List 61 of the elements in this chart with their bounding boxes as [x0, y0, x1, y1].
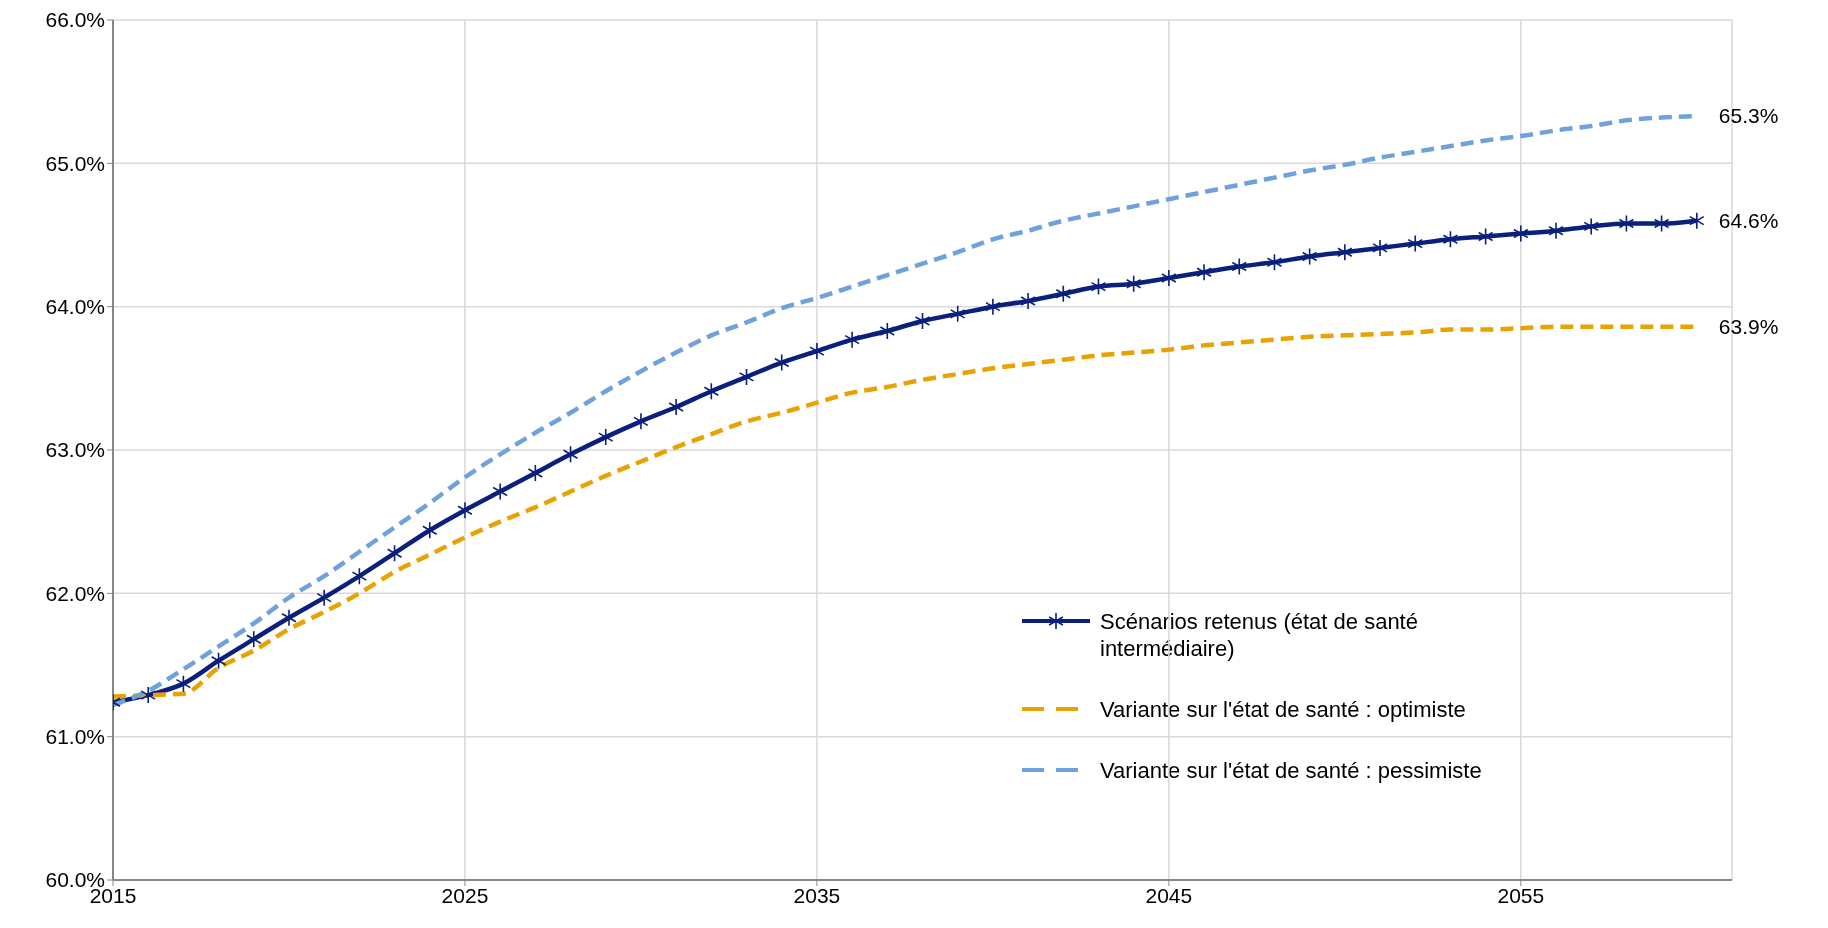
point: [598, 428, 614, 446]
point: [949, 305, 966, 323]
point: [1407, 234, 1423, 253]
point: [668, 398, 684, 416]
x-tick-label: 2055: [1497, 883, 1545, 907]
point: [1513, 224, 1529, 243]
point: [633, 412, 649, 431]
point: [351, 567, 368, 585]
point: [738, 368, 755, 386]
point: [773, 353, 790, 372]
x-tick-label: 2025: [441, 883, 489, 907]
legend-label: Scénarios retenus (état de santé intermédiaire): [1100, 608, 1419, 662]
legend-label: Variante sur l'état de santé : optimiste: [1100, 696, 1466, 723]
x-tick-label: 2035: [793, 883, 841, 907]
y-tick-label: 66.0%: [45, 8, 105, 32]
point: [1020, 292, 1036, 310]
point: [527, 464, 544, 482]
point: [281, 608, 297, 627]
point: [422, 521, 438, 540]
point: [1583, 217, 1599, 236]
point: [914, 312, 931, 330]
data-label: 65.3%: [1718, 104, 1779, 128]
point: [562, 445, 579, 464]
point: [1372, 239, 1388, 257]
point: [1196, 263, 1212, 282]
point: [1337, 243, 1353, 261]
point: [703, 382, 720, 401]
point: [985, 297, 1001, 316]
point: [246, 630, 262, 648]
point: [386, 544, 403, 562]
point: [1689, 211, 1705, 230]
point: [1125, 274, 1142, 293]
data-label: 64.6%: [1718, 209, 1779, 233]
point: [140, 686, 156, 704]
point: [844, 330, 860, 349]
point: [457, 501, 473, 519]
point: [1548, 221, 1564, 240]
point: [1301, 247, 1318, 266]
y-tick-label: 64.0%: [45, 295, 105, 319]
point: [879, 322, 896, 340]
point: [1231, 257, 1247, 276]
y-tick-label: 62.0%: [45, 581, 105, 605]
point: [1055, 284, 1072, 303]
y-tick-label: 61.0%: [45, 725, 105, 749]
y-tick-label: 65.0%: [45, 151, 105, 175]
point: [1266, 253, 1283, 272]
point: [492, 482, 508, 501]
point: [175, 674, 192, 693]
point: [809, 342, 825, 360]
point: [1653, 214, 1670, 233]
x-tick-label: 2045: [1145, 883, 1193, 907]
point: [210, 651, 227, 670]
point: [1477, 227, 1494, 246]
legend-label: Variante sur l'état de santé : pessimiste: [1100, 757, 1482, 784]
point: [1161, 269, 1177, 287]
y-tick-label: 63.0%: [45, 438, 105, 462]
point: [316, 588, 332, 607]
point: [1090, 277, 1107, 296]
point: [1442, 230, 1459, 249]
data-label: 63.9%: [1718, 315, 1779, 339]
point: [1618, 214, 1635, 233]
